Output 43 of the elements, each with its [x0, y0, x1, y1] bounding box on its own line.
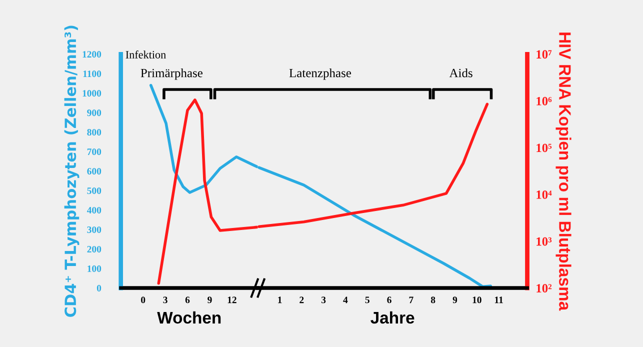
y-tick-label: 600	[87, 168, 102, 175]
y2-tick-label: 10⁵	[536, 144, 552, 152]
y2-tick-label: 10⁴	[536, 190, 552, 199]
x-axis-title: Wochen	[157, 311, 221, 324]
x-tick-label: 8	[430, 296, 436, 304]
y-tick-label: 500	[87, 187, 102, 194]
x-tick-label: 6	[185, 296, 190, 304]
x-tick-label: 10	[472, 296, 482, 304]
x-tick-label: 4	[343, 296, 348, 304]
annotation: Infektion	[126, 50, 166, 58]
y-tick-label: 200	[87, 246, 102, 252]
y-tick-label: 800	[87, 129, 102, 136]
y-tick-label: 1200	[82, 51, 102, 58]
y2-axis-title: HIV RNA Kopien pro ml Blutplasma	[556, 32, 572, 311]
y-tick-label: 1000	[82, 90, 102, 97]
y2-tick-label: 10³	[536, 237, 552, 246]
x-tick-label: 3	[163, 296, 168, 304]
x-tick-label: 7	[409, 296, 414, 304]
y-tick-label: 900	[87, 110, 102, 116]
x-tick-label: 0	[141, 296, 146, 304]
x-tick-label: 12	[228, 296, 236, 304]
y-tick-label: 100	[88, 265, 102, 272]
annotation: Aids	[449, 68, 472, 78]
y2-tick-label: 10²	[536, 284, 552, 292]
x-tick-label: 11	[494, 296, 503, 304]
x-tick-label: 6	[387, 296, 392, 304]
annotation: Primärphase	[140, 68, 202, 80]
y-tick-label: 300	[87, 226, 102, 234]
x-tick-label: 5	[365, 296, 370, 304]
x-axis-title: Jahre	[370, 311, 414, 324]
x-tick-label: 3	[321, 296, 326, 304]
y2-tick-label: 10⁷	[536, 50, 552, 59]
y-tick-label: 400	[86, 206, 102, 214]
x-tick-label: 2	[300, 296, 304, 304]
x-tick-label: 9	[208, 296, 212, 304]
annotation: Latenzphase	[289, 68, 352, 80]
y-tick-label: 700	[87, 148, 102, 156]
x-tick-label: 1	[278, 296, 282, 304]
y-tick-label: 0	[96, 284, 102, 292]
y-axis-title: CD4⁺ T-Lymphozyten (Zellen/mm³)	[64, 26, 80, 317]
x-tick-label: 9	[452, 296, 458, 304]
y-tick-label: 1100	[83, 70, 102, 78]
y2-tick-label: 10⁶	[536, 96, 552, 106]
